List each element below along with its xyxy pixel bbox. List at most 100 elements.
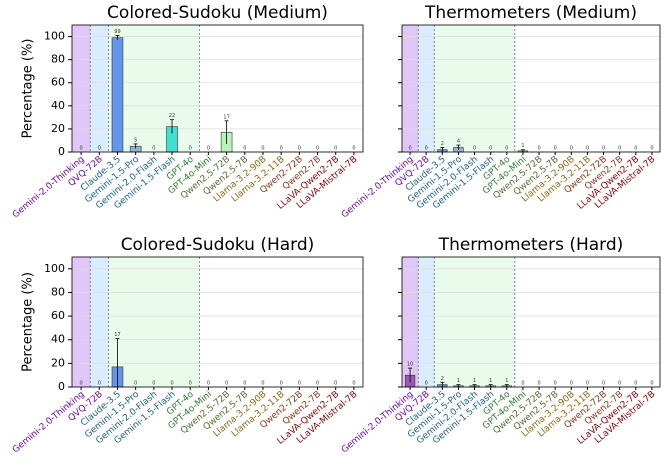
value-label: 0	[408, 146, 411, 152]
value-label: 0	[650, 146, 653, 152]
value-label: 0	[602, 146, 605, 152]
value-label: 0	[554, 381, 557, 387]
y-tick-label: 20	[51, 356, 65, 369]
y-tick-label: 20	[51, 122, 65, 135]
value-label: 0	[243, 381, 246, 387]
value-label: 0	[634, 381, 637, 387]
value-label: 0	[570, 381, 573, 387]
value-label: 0	[352, 146, 355, 152]
value-label: 0	[618, 146, 621, 152]
y-tick-label: 40	[51, 99, 65, 112]
group-shade	[418, 257, 435, 387]
value-label: 0	[537, 146, 540, 152]
chart-title: Colored-Sudoku (Hard)	[121, 235, 315, 255]
value-label: 0	[134, 381, 137, 387]
value-label: 22	[169, 113, 175, 119]
value-label: 0	[80, 381, 83, 387]
group-shade	[418, 25, 435, 152]
value-label: 0	[298, 146, 301, 152]
group-shade	[72, 25, 91, 152]
bar	[111, 37, 124, 153]
value-label: 4	[457, 139, 460, 145]
group-shade	[90, 25, 109, 152]
value-label: 0	[207, 146, 210, 152]
value-label: 0	[189, 146, 192, 152]
y-tick-label: 40	[51, 333, 65, 346]
y-tick-label: 100	[44, 262, 65, 275]
value-label: 0	[650, 381, 653, 387]
value-label: 0	[425, 381, 428, 387]
value-label: 0	[280, 146, 283, 152]
group-shade	[90, 257, 109, 387]
chart-title: Colored-Sudoku (Medium)	[107, 3, 328, 23]
group-shade	[434, 25, 515, 152]
value-label: 0	[334, 146, 337, 152]
value-label: 1	[473, 378, 476, 384]
y-tick-label: 80	[51, 53, 65, 66]
y-tick-label: 80	[51, 285, 65, 298]
y-tick-label: 60	[51, 76, 65, 89]
value-label: 0	[98, 146, 101, 152]
value-label: 1	[457, 378, 460, 384]
value-label: 0	[554, 146, 557, 152]
value-label: 0	[521, 381, 524, 387]
x-tick-label: Gemini-2.0-Thinking	[11, 155, 87, 221]
value-label: 0	[570, 146, 573, 152]
axes-frame	[401, 24, 661, 153]
value-label: 0	[152, 146, 155, 152]
y-tick-label: 100	[44, 30, 65, 43]
value-label: 0	[298, 381, 301, 387]
value-label: 0	[316, 381, 319, 387]
axes-frame	[71, 24, 364, 153]
value-label: 0	[261, 381, 264, 387]
value-label: 0	[473, 146, 476, 152]
x-tick-label: Gemini-2.0-Thinking	[11, 390, 87, 456]
value-label: 2	[441, 376, 444, 382]
value-label: 17	[223, 114, 229, 120]
y-tick-label: 60	[51, 309, 65, 322]
value-label: 0	[152, 381, 155, 387]
value-label: 0	[618, 381, 621, 387]
value-label: 0	[243, 146, 246, 152]
value-label: 17	[114, 332, 120, 338]
value-label: 0	[505, 146, 508, 152]
chart-title: Thermometers (Hard)	[438, 235, 624, 255]
value-label: 0	[586, 381, 589, 387]
value-label: 0	[352, 381, 355, 387]
value-label: 0	[170, 381, 173, 387]
value-label: 5	[134, 137, 137, 143]
value-label: 10	[407, 362, 413, 368]
group-shade	[72, 257, 91, 387]
value-label: 0	[189, 381, 192, 387]
y-axis-label: Percentage (%)	[21, 39, 36, 139]
value-label: 0	[80, 146, 83, 152]
value-label: 0	[537, 381, 540, 387]
value-label: 0	[586, 146, 589, 152]
value-label: 2	[441, 141, 444, 147]
value-label: 0	[207, 381, 210, 387]
group-shade	[434, 257, 515, 387]
value-label: 1	[489, 378, 492, 384]
value-label: 0	[261, 146, 264, 152]
value-label: 0	[425, 146, 428, 152]
y-axis-label: Percentage (%)	[21, 272, 36, 372]
value-label: 0	[602, 381, 605, 387]
value-label: 1	[521, 143, 524, 149]
axes-frame	[71, 256, 364, 388]
group-shade	[402, 257, 419, 387]
value-label: 0	[98, 381, 101, 387]
value-label: 0	[225, 381, 228, 387]
value-label: 99	[114, 29, 120, 35]
chart-title: Thermometers (Medium)	[424, 3, 637, 23]
value-label: 0	[634, 146, 637, 152]
group-shade	[108, 257, 200, 387]
group-shade	[402, 25, 419, 152]
value-label: 0	[489, 146, 492, 152]
value-label: 1	[505, 378, 508, 384]
value-label: 0	[316, 146, 319, 152]
value-label: 0	[334, 381, 337, 387]
group-shade	[108, 25, 200, 152]
value-label: 0	[280, 381, 283, 387]
axes-frame	[401, 256, 661, 388]
